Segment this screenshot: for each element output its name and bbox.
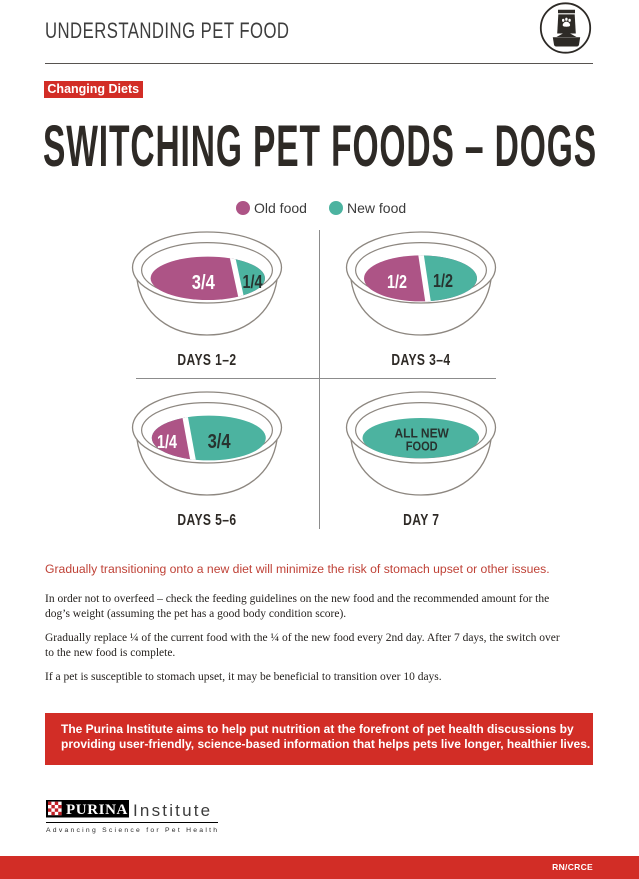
svg-text:1/4: 1/4 [243,272,263,292]
svg-text:1/2: 1/2 [433,271,453,291]
svg-text:PURINA: PURINA [66,802,128,818]
svg-text:FOOD: FOOD [406,439,438,454]
svg-text:1/4: 1/4 [157,432,177,452]
svg-text:3/4: 3/4 [208,431,232,453]
svg-text:Institute: Institute [133,801,212,820]
svg-text:ALL NEW: ALL NEW [395,426,450,441]
svg-text:1/2: 1/2 [387,272,407,292]
svg-text:Advancing Science for Pet Heal: Advancing Science for Pet Health [46,827,219,834]
svg-text:3/4: 3/4 [192,272,216,294]
